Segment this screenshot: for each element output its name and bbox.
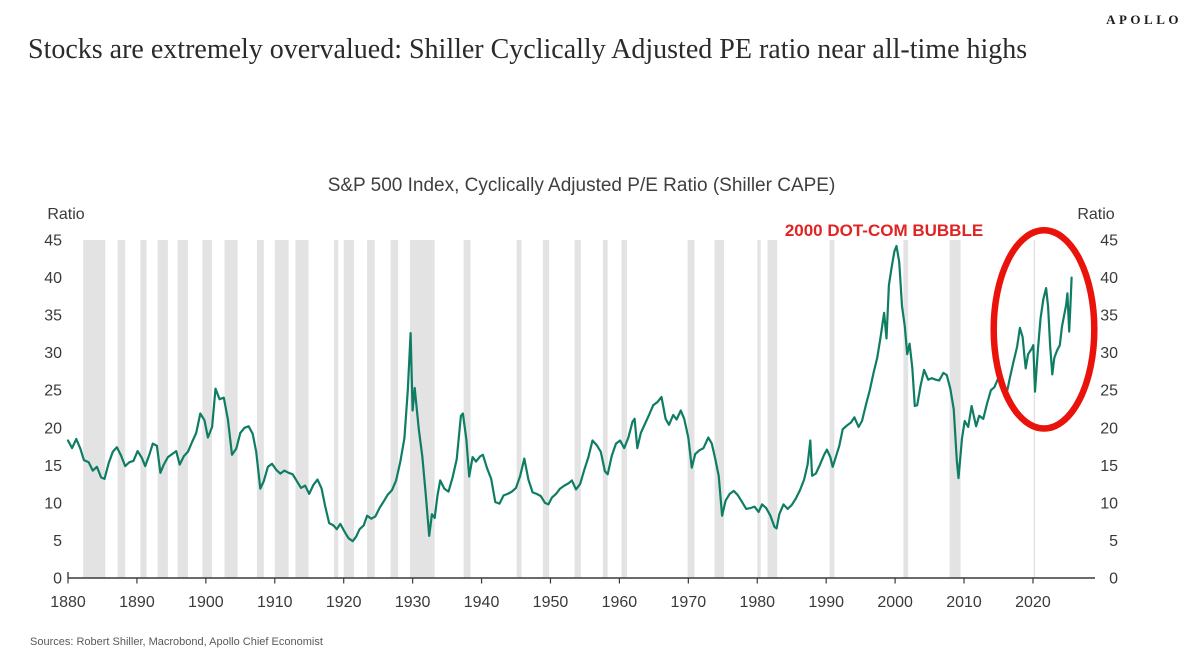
- y-tick-label-right: 25: [1100, 383, 1118, 400]
- x-tick-label: 1940: [464, 594, 500, 611]
- x-tick-label: 1890: [119, 594, 155, 611]
- y-tick-label-left: 15: [44, 458, 62, 475]
- cape-line: [66, 244, 1073, 543]
- y-tick-label-left: 25: [44, 383, 62, 400]
- recession-band: [367, 240, 375, 578]
- recession-band: [334, 240, 339, 578]
- y-tick-label-right: 30: [1100, 345, 1118, 362]
- x-tick-label: 1990: [808, 594, 844, 611]
- x-tick-label: 2010: [946, 594, 982, 611]
- x-tick-label: 2000: [877, 594, 913, 611]
- recession-band: [202, 240, 212, 578]
- recession-band: [621, 240, 627, 578]
- dot-com-annotation: 2000 DOT-COM BUBBLE: [784, 221, 984, 240]
- recession-band: [157, 240, 168, 578]
- x-tick-label: 1910: [257, 594, 293, 611]
- sources-note: Sources: Robert Shiller, Macrobond, Apol…: [30, 636, 323, 648]
- y-tick-label-left: 40: [44, 270, 62, 287]
- y-tick-label-left: 30: [44, 345, 62, 362]
- y-tick-label-left: 35: [44, 308, 62, 325]
- recession-band: [274, 240, 289, 578]
- recession-band: [767, 240, 778, 578]
- recession-band: [224, 240, 238, 578]
- x-tick-label: 1900: [188, 594, 224, 611]
- recession-band: [516, 240, 522, 578]
- x-tick-label: 1970: [671, 594, 707, 611]
- left-axis-unit-label: Ratio: [47, 206, 85, 223]
- recession-band: [463, 240, 471, 578]
- y-tick-label-left: 20: [44, 420, 62, 437]
- recession-band: [295, 240, 309, 578]
- y-tick-label-left: 0: [53, 571, 62, 588]
- y-tick-label-right: 15: [1100, 458, 1118, 475]
- y-tick-label-left: 5: [53, 533, 62, 550]
- y-tick-label-right: 20: [1100, 420, 1118, 437]
- x-tick-label: 1960: [602, 594, 638, 611]
- recession-band: [256, 240, 264, 578]
- recession-band: [574, 240, 581, 578]
- recession-band: [714, 240, 725, 578]
- recession-band: [903, 240, 909, 578]
- chart-title: S&P 500 Index, Cyclically Adjusted P/E R…: [327, 175, 836, 196]
- y-tick-label-right: 45: [1100, 233, 1118, 250]
- recession-band: [343, 240, 354, 578]
- y-tick-label-left: 10: [44, 495, 62, 512]
- recession-band: [83, 240, 106, 578]
- x-tick-label: 1920: [326, 594, 362, 611]
- recession-band: [687, 240, 695, 578]
- x-tick-label: 1980: [739, 594, 775, 611]
- recession-band: [829, 240, 835, 578]
- recession-band: [117, 240, 126, 578]
- y-tick-label-right: 10: [1100, 495, 1118, 512]
- recession-band: [949, 240, 961, 578]
- y-tick-label-right: 35: [1100, 308, 1118, 325]
- y-tick-label-left: 45: [44, 233, 62, 250]
- page-title: Stocks are extremely overvalued: Shiller…: [28, 34, 1028, 65]
- x-tick-label: 1930: [395, 594, 431, 611]
- x-tick-label: 2020: [1015, 594, 1051, 611]
- recession-band: [390, 240, 399, 578]
- x-tick-label: 1880: [50, 594, 86, 611]
- recession-band: [757, 240, 761, 578]
- apollo-logo: APOLLO: [1106, 12, 1182, 27]
- highlight-ellipse: [990, 227, 1098, 432]
- right-axis-unit-label: Ratio: [1077, 206, 1115, 223]
- recession-band: [140, 240, 147, 578]
- recession-band: [542, 240, 550, 578]
- recession-band: [1033, 240, 1036, 578]
- y-tick-label-right: 5: [1109, 533, 1118, 550]
- y-tick-label-right: 0: [1109, 571, 1118, 588]
- recession-band: [177, 240, 188, 578]
- x-tick-label: 1950: [533, 594, 569, 611]
- recession-band: [602, 240, 608, 578]
- y-tick-label-right: 40: [1100, 270, 1118, 287]
